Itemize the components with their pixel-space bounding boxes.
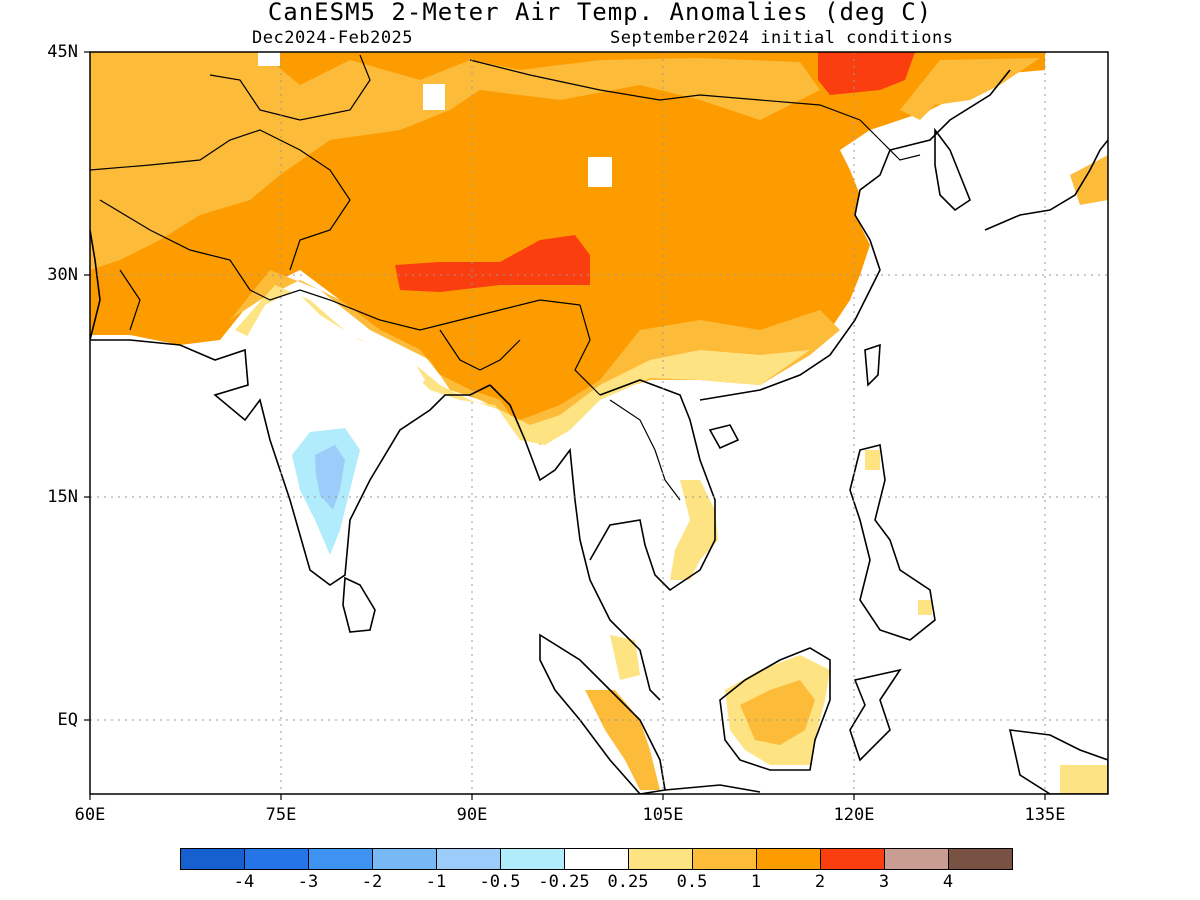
colorbar-tick-label: 0.5 bbox=[676, 872, 708, 892]
colorbar-tick-label: -2 bbox=[361, 872, 383, 892]
lon-label-135e: 135E bbox=[1024, 805, 1066, 825]
coast-sumatra bbox=[539, 633, 666, 794]
map-frame bbox=[89, 51, 1109, 795]
colorbar-tick-label: -1 bbox=[425, 872, 447, 892]
lat-label-eq: EQ bbox=[57, 710, 78, 730]
coast-india bbox=[90, 339, 491, 586]
border-line bbox=[469, 59, 861, 121]
lat-label-30n: 30N bbox=[47, 265, 78, 285]
anomaly-fill-neg1 bbox=[315, 445, 345, 510]
anomaly-fill-india-neutral bbox=[245, 290, 425, 560]
lon-label-60e: 60E bbox=[74, 805, 106, 825]
anomaly-fill-newguinea bbox=[1060, 765, 1108, 794]
colorbar-swatch bbox=[949, 849, 1012, 869]
coast-taiwan bbox=[864, 343, 881, 387]
colorbar-tick-label: 4 bbox=[942, 872, 954, 892]
anomaly-fill-borneo-core bbox=[740, 680, 815, 745]
coast-hainan bbox=[708, 424, 740, 450]
border-line bbox=[99, 199, 581, 331]
lon-label-90e: 90E bbox=[456, 805, 488, 825]
lon-label-105e: 105E bbox=[642, 805, 684, 825]
colorbar-tick-label: -0.5 bbox=[479, 872, 521, 892]
border-line bbox=[574, 304, 601, 396]
colorbar-swatch bbox=[629, 849, 693, 869]
colorbar-swatch bbox=[885, 849, 949, 869]
colorbar-tick-label: 2 bbox=[814, 872, 826, 892]
colorbar-swatch bbox=[821, 849, 885, 869]
anomaly-fill-sulawesi bbox=[918, 600, 932, 615]
coast-burma-malaya bbox=[489, 384, 661, 701]
anomaly-fill-sumatra bbox=[585, 690, 660, 790]
border-line bbox=[859, 119, 921, 161]
border-line bbox=[439, 329, 521, 371]
anomaly-fill-japan bbox=[1070, 155, 1108, 205]
neutral-patch bbox=[588, 157, 612, 187]
chart-title: CanESM5 2-Meter Air Temp. Anomalies (deg… bbox=[267, 0, 933, 26]
coast-srilanka bbox=[342, 576, 376, 633]
colorbar-tick-label: 0.25 bbox=[607, 872, 649, 892]
coast-newguinea bbox=[1008, 729, 1108, 794]
colorbar-swatch bbox=[501, 849, 565, 869]
border-line bbox=[119, 269, 141, 331]
border-line bbox=[209, 54, 371, 121]
initial-conditions: September2024 initial conditions bbox=[610, 28, 954, 48]
coast-japan bbox=[984, 139, 1108, 231]
coast-korea bbox=[934, 127, 971, 212]
gridlines bbox=[90, 52, 1108, 794]
axis-ticks bbox=[84, 51, 1046, 800]
colorbar-swatch bbox=[693, 849, 757, 869]
colorbar bbox=[180, 848, 1013, 870]
border-line bbox=[90, 129, 351, 271]
colorbar-tick-label: -4 bbox=[233, 872, 255, 892]
colorbar-swatch bbox=[245, 849, 309, 869]
colorbar-swatch bbox=[565, 849, 629, 869]
colorbar-swatch bbox=[437, 849, 501, 869]
colorbar-swatch bbox=[757, 849, 821, 869]
anomaly-fill-2to3-mongolia bbox=[818, 52, 915, 95]
colorbar-tick-label: -0.25 bbox=[538, 872, 590, 892]
colorbar-swatch bbox=[309, 849, 373, 869]
coast-arabia-pakistan bbox=[90, 229, 101, 341]
lat-label-15n: 15N bbox=[47, 487, 78, 507]
coast-java bbox=[664, 784, 761, 793]
neutral-patch bbox=[258, 52, 280, 66]
anomaly-fill-2to3-tibet bbox=[395, 235, 590, 292]
lat-label-45n: 45N bbox=[47, 42, 78, 62]
colorbar-swatch bbox=[373, 849, 437, 869]
anomaly-fill-vietnam bbox=[670, 480, 718, 580]
colorbar-tick-label: 1 bbox=[750, 872, 762, 892]
colorbar-tick-label: -3 bbox=[297, 872, 319, 892]
anomaly-fill-malaya bbox=[610, 635, 640, 680]
anomaly-fill-philippines bbox=[865, 450, 880, 470]
coast-borneo bbox=[719, 647, 831, 771]
colorbar-swatch bbox=[181, 849, 245, 869]
border-line bbox=[609, 399, 681, 501]
forecast-period: Dec2024-Feb2025 bbox=[252, 28, 414, 48]
country-borders bbox=[90, 54, 921, 501]
coast-indochina bbox=[589, 379, 716, 592]
lon-label-120e: 120E bbox=[833, 805, 875, 825]
colorbar-tick-label: 3 bbox=[878, 872, 890, 892]
coast-sulawesi bbox=[849, 668, 902, 762]
anomaly-fill-0.5to1 bbox=[90, 52, 820, 270]
anomaly-fill-korea-ne bbox=[900, 58, 1040, 120]
lon-label-75e: 75E bbox=[265, 805, 297, 825]
coast-philippines bbox=[849, 444, 936, 641]
neutral-patch bbox=[423, 84, 445, 110]
coastlines bbox=[90, 69, 1108, 794]
coast-china bbox=[699, 69, 1011, 401]
